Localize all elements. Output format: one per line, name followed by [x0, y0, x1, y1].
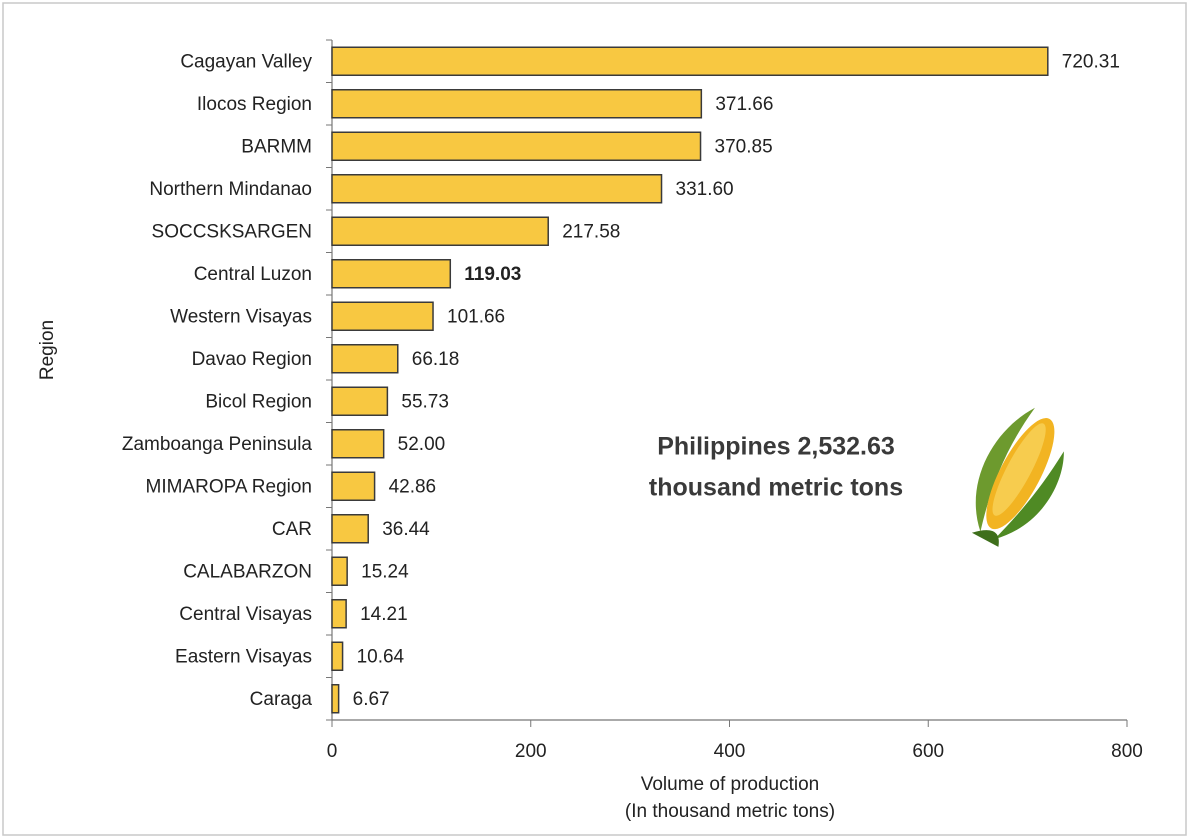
value-label: 370.85 [715, 136, 773, 157]
y-tick-label: BARMM [241, 136, 312, 157]
value-label: 66.18 [412, 349, 460, 370]
value-label: 42.86 [389, 476, 437, 497]
bar [331, 89, 703, 119]
y-tick-label: Western Visayas [170, 306, 312, 327]
y-tick-label: Central Luzon [194, 264, 312, 285]
y-axis-label: Region [37, 320, 58, 380]
value-label: 6.67 [353, 689, 390, 710]
value-label: 55.73 [401, 391, 449, 412]
annotation: Philippines 2,532.63 [657, 433, 895, 461]
y-tick-label: Caraga [250, 689, 313, 710]
y-tick-label: Ilocos Region [197, 94, 312, 115]
bar [331, 174, 663, 204]
y-tick-label: CAR [272, 519, 312, 540]
y-tick-label: SOCCSKSARGEN [152, 221, 312, 242]
value-label: 331.60 [676, 179, 734, 200]
y-tick-label: Davao Region [192, 349, 312, 370]
value-label: 36.44 [382, 519, 430, 540]
bar [331, 599, 347, 629]
corn-stem [971, 530, 999, 547]
x-tick-label: 0 [327, 741, 338, 762]
annotation: thousand metric tons [649, 474, 903, 502]
value-label: 101.66 [447, 306, 505, 327]
x-tick-label: 600 [912, 741, 944, 762]
bar [331, 344, 399, 374]
value-label: 14.21 [360, 604, 408, 625]
bar [331, 514, 369, 544]
corn-leaf [975, 407, 1035, 532]
bar [331, 641, 344, 671]
corn-leaf [994, 451, 1064, 540]
value-label: 15.24 [361, 561, 409, 582]
corn-icon [971, 407, 1064, 547]
value-label: 371.66 [715, 94, 773, 115]
bar [331, 429, 385, 459]
y-tick-label: CALABARZON [183, 561, 312, 582]
x-tick-label: 200 [515, 741, 547, 762]
y-tick-label: MIMAROPA Region [146, 476, 312, 497]
value-label: 720.31 [1062, 51, 1120, 72]
value-label: 10.64 [357, 646, 405, 667]
y-tick-label: Bicol Region [205, 391, 312, 412]
y-tick-label: Central Visayas [179, 604, 312, 625]
x-axis-label: (In thousand metric tons) [625, 801, 835, 822]
bar [331, 259, 452, 289]
bar [331, 556, 348, 586]
value-label: 217.58 [562, 221, 620, 242]
bar [331, 684, 340, 714]
x-tick-label: 400 [714, 741, 746, 762]
value-label: 52.00 [398, 434, 446, 455]
bar [331, 471, 376, 501]
bar [331, 46, 1049, 76]
y-tick-label: Cagayan Valley [180, 51, 312, 72]
bar [331, 131, 702, 161]
bar [331, 386, 389, 416]
bar [331, 301, 434, 331]
bar [331, 216, 549, 246]
x-tick-label: 800 [1111, 741, 1143, 762]
y-tick-label: Zamboanga Peninsula [122, 434, 313, 455]
y-tick-label: Northern Mindanao [149, 179, 312, 200]
y-tick-label: Eastern Visayas [175, 646, 312, 667]
value-label: 119.03 [464, 264, 521, 285]
x-axis-label: Volume of production [641, 774, 820, 795]
corn-cob-highlight [992, 423, 1046, 516]
